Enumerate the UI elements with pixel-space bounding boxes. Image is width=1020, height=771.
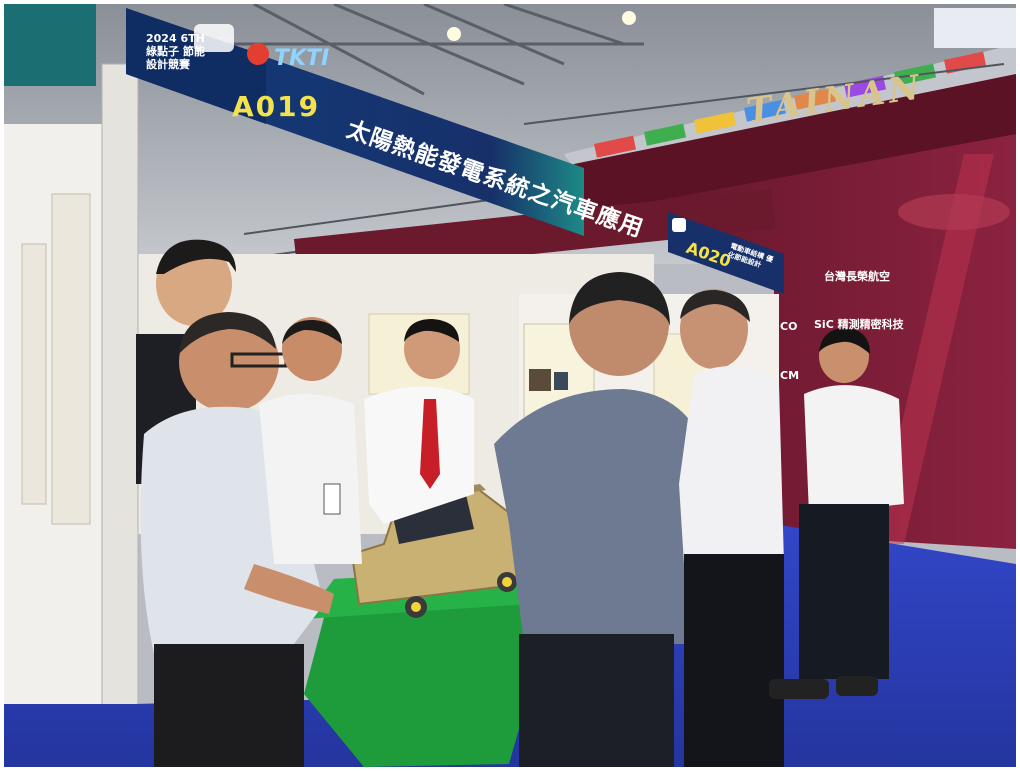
exhibition-photo: 2024 6TH 綠點子 節能設計競賽 TKTI A019 太陽熱能發電系統之汽…: [4, 4, 1016, 767]
banner-event-text: 2024 6TH 綠點子 節能設計競賽: [146, 32, 205, 71]
person-student-red-tie: [364, 319, 474, 524]
person-man-red-lanyard: [679, 289, 784, 767]
person-student-lanyard: [259, 317, 362, 564]
person-student-back-left: [136, 239, 236, 484]
side-sign: [668, 212, 784, 294]
sponsor-logo: 台灣長榮航空: [824, 270, 890, 283]
poster-image: [554, 372, 568, 390]
banner-logo-text: TKTI: [274, 46, 330, 71]
banner-emblem-icon: [247, 43, 269, 65]
person-man-grey-shirt: [494, 272, 709, 767]
side-sign-emblem: [672, 218, 686, 232]
ceiling-light: [447, 27, 461, 41]
wall-accent-stripe: [874, 154, 994, 544]
wall-emblem: [898, 194, 1010, 230]
ceiling-light: [622, 11, 636, 25]
poster-left: [21, 243, 47, 505]
banner-logo-block: [126, 8, 266, 124]
colorful-seats: [594, 51, 987, 158]
ceiling-trusses: [204, 4, 644, 96]
venue-banner-strip: [574, 74, 1016, 214]
person-man-right: [769, 328, 904, 699]
booth-code: A019: [232, 90, 321, 123]
banner-emblem: [194, 24, 234, 52]
scene-drawing: [4, 4, 1016, 767]
teal-sign-corner: [4, 4, 96, 86]
booth-panel-edge: [101, 63, 139, 767]
sponsor-logo: SiC 精測精密科技: [814, 318, 904, 331]
poster-image: [529, 369, 551, 391]
window: [934, 8, 1016, 48]
sponsor-logo: CO: [780, 320, 798, 333]
poster-left: [51, 193, 91, 525]
sponsor-logo: CM: [780, 369, 800, 382]
green-table: [304, 569, 529, 767]
